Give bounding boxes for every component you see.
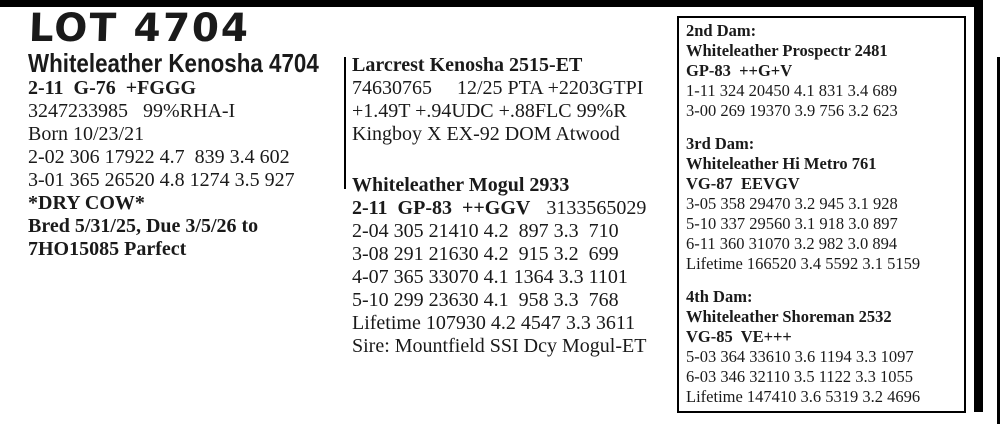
lifetime-record-row: Lifetime 107930 4.2 4547 3.3 3611 bbox=[352, 312, 636, 334]
adjacent-column-edge-line bbox=[997, 57, 1000, 424]
lactation-record-row: 3-00 269 19370 3.9 756 3.2 623 bbox=[686, 101, 898, 120]
sire-block: Larcrest Kenosha 2515-ET 74630765 12/25 … bbox=[352, 54, 672, 146]
lactation-record-row: 2-02 306 17922 4.7 839 3.4 602 bbox=[28, 146, 290, 168]
dry-cow-status: *DRY COW* bbox=[28, 192, 145, 214]
extended-pedigree-box: 2nd Dam: Whiteleather Prospectr 2481 GP-… bbox=[677, 16, 966, 413]
dam-section-grade: VG-87 EEVGV bbox=[686, 174, 800, 193]
animal-registration: 3247233985 99%RHA-I bbox=[28, 100, 236, 122]
page-border-top bbox=[0, 0, 983, 7]
animal-age-grade: 2-11 G-76 +FGGG bbox=[28, 77, 197, 99]
lactation-record-row: 2-04 305 21410 4.2 897 3.3 710 bbox=[352, 220, 619, 242]
third-dam-section: 3rd Dam: Whiteleather Hi Metro 761 VG-87… bbox=[686, 134, 960, 274]
sire-name: Larcrest Kenosha 2515-ET bbox=[352, 54, 583, 76]
dam-registration: 3133565029 bbox=[546, 197, 647, 219]
dam-sire-line: Sire: Mountfield SSI Dcy Mogul-ET bbox=[352, 335, 647, 357]
dam-section-name: Whiteleather Hi Metro 761 bbox=[686, 154, 877, 173]
second-dam-section: 2nd Dam: Whiteleather Prospectr 2481 GP-… bbox=[686, 21, 960, 121]
sire-cross-info: Kingboy X EX-92 DOM Atwood bbox=[352, 123, 620, 145]
pedigree-bracket-line bbox=[344, 57, 346, 189]
animal-name: Whiteleather Kenosha 4704 bbox=[28, 48, 319, 78]
lactation-record-row: 3-08 291 21630 4.2 915 3.2 699 bbox=[352, 243, 619, 265]
animal-birthdate: Born 10/23/21 bbox=[28, 123, 145, 145]
lactation-record-row: 3-05 358 29470 3.2 945 3.1 928 bbox=[686, 194, 898, 213]
dam-age-grade-row: 2-11 GP-83 ++GGV 3133565029 bbox=[352, 197, 672, 220]
lactation-record-row: 5-10 337 29560 3.1 918 3.0 897 bbox=[686, 214, 898, 233]
lactation-record-row: 3-01 365 26520 4.8 1274 3.5 927 bbox=[28, 169, 295, 191]
breeding-due-info: Bred 5/31/25, Due 3/5/26 to bbox=[28, 215, 259, 237]
dam-section-grade: GP-83 ++G+V bbox=[686, 61, 793, 80]
service-sire: 7HO15085 Parfect bbox=[28, 238, 187, 260]
page-border-right bbox=[974, 0, 983, 412]
dam-section-grade: VG-85 VE+++ bbox=[686, 327, 792, 346]
dam-block: Whiteleather Mogul 2933 2-11 GP-83 ++GGV… bbox=[352, 174, 672, 358]
lactation-record-row: 5-03 364 33610 3.6 1194 3.3 1097 bbox=[686, 347, 914, 366]
lactation-record-row: 6-03 346 32110 3.5 1122 3.3 1055 bbox=[686, 367, 914, 386]
lifetime-record-row: Lifetime 147410 3.6 5319 3.2 4696 bbox=[686, 387, 921, 406]
lactation-record-row: 6-11 360 31070 3.2 982 3.0 894 bbox=[686, 234, 898, 253]
lactation-record-row: 5-10 299 23630 4.1 958 3.3 768 bbox=[352, 289, 619, 311]
dam-section-name: Whiteleather Prospectr 2481 bbox=[686, 41, 888, 60]
sire-trait-proofs: +1.49T +.94UDC +.88FLC 99%R bbox=[352, 100, 627, 122]
dam-section-title: 4th Dam: bbox=[686, 287, 753, 306]
dam-age-grade: 2-11 GP-83 ++GGV bbox=[352, 197, 531, 219]
lot-number: LOT 4704 bbox=[27, 6, 251, 51]
pedigree-column: Larcrest Kenosha 2515-ET 74630765 12/25 … bbox=[352, 54, 672, 358]
lactation-record-row: 4-07 365 33070 4.1 1364 3.3 1101 bbox=[352, 266, 628, 288]
fourth-dam-section: 4th Dam: Whiteleather Shoreman 2532 VG-8… bbox=[686, 287, 960, 407]
lifetime-record-row: Lifetime 166520 3.4 5592 3.1 5159 bbox=[686, 254, 921, 273]
dam-section-title: 3rd Dam: bbox=[686, 134, 755, 153]
dam-section-title: 2nd Dam: bbox=[686, 21, 757, 40]
lactation-record-row: 1-11 324 20450 4.1 831 3.4 689 bbox=[686, 81, 898, 100]
sire-registration-pta: 74630765 12/25 PTA +2203GTPI bbox=[352, 77, 644, 99]
dam-section-name: Whiteleather Shoreman 2532 bbox=[686, 307, 892, 326]
dam-name: Whiteleather Mogul 2933 bbox=[352, 174, 570, 196]
animal-summary-column: LOT 4704 Whiteleather Kenosha 4704 2-11 … bbox=[27, 6, 343, 261]
